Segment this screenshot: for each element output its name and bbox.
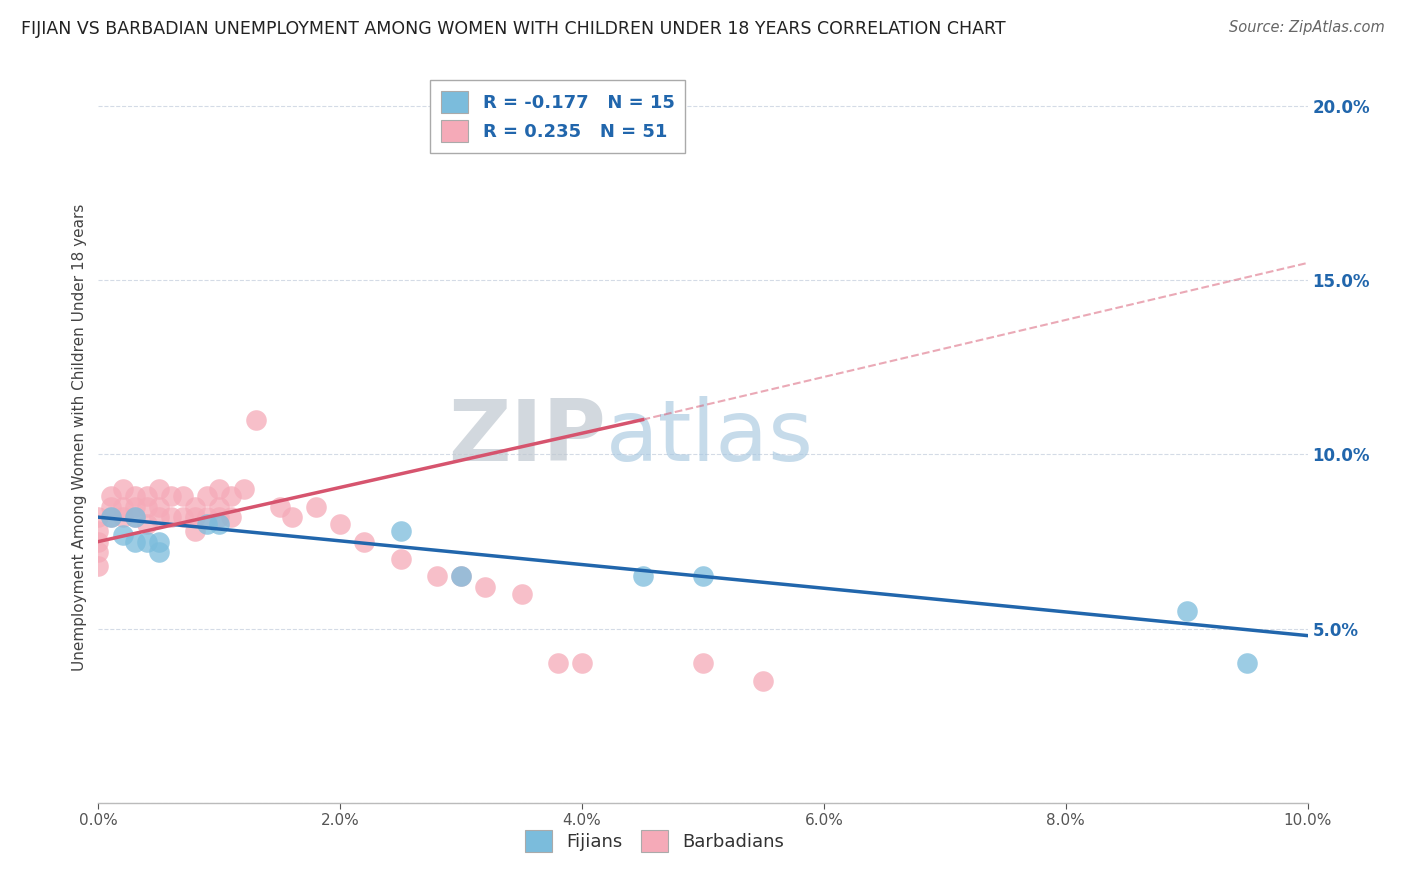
Point	[547, 657, 569, 671]
Y-axis label: Unemployment Among Women with Children Under 18 years: Unemployment Among Women with Children U…	[72, 203, 87, 671]
Point	[221, 510, 243, 524]
Point	[571, 657, 593, 671]
Point	[281, 510, 304, 524]
Point	[245, 412, 267, 426]
Point	[148, 545, 170, 559]
Point	[148, 534, 170, 549]
Point	[135, 517, 157, 532]
Point	[389, 552, 412, 566]
Point	[124, 489, 146, 503]
Point	[111, 527, 134, 541]
Point	[269, 500, 291, 514]
Point	[111, 483, 134, 497]
Point	[426, 569, 449, 583]
Point	[124, 500, 146, 514]
Point	[87, 558, 110, 573]
Point	[184, 524, 207, 538]
Point	[160, 489, 183, 503]
Text: atlas: atlas	[606, 395, 814, 479]
Point	[172, 489, 194, 503]
Point	[1236, 657, 1258, 671]
Point	[208, 483, 231, 497]
Point	[135, 500, 157, 514]
Point	[208, 510, 231, 524]
Point	[100, 510, 122, 524]
Point	[195, 489, 218, 503]
Point	[1175, 604, 1198, 618]
Point	[752, 673, 775, 688]
Point	[124, 510, 146, 524]
Point	[208, 517, 231, 532]
Point	[474, 580, 496, 594]
Legend: Fijians, Barbadians: Fijians, Barbadians	[517, 823, 792, 860]
Text: ZIP: ZIP	[449, 395, 606, 479]
Point	[195, 517, 218, 532]
Point	[124, 510, 146, 524]
Point	[87, 534, 110, 549]
Point	[631, 569, 654, 583]
Point	[353, 534, 375, 549]
Point	[100, 510, 122, 524]
Point	[221, 489, 243, 503]
Point	[450, 569, 472, 583]
Point	[389, 524, 412, 538]
Point	[148, 500, 170, 514]
Point	[100, 489, 122, 503]
Point	[208, 500, 231, 514]
Point	[87, 524, 110, 538]
Point	[135, 534, 157, 549]
Point	[329, 517, 352, 532]
Point	[111, 510, 134, 524]
Text: Source: ZipAtlas.com: Source: ZipAtlas.com	[1229, 20, 1385, 35]
Point	[172, 510, 194, 524]
Point	[148, 483, 170, 497]
Point	[160, 510, 183, 524]
Point	[232, 483, 254, 497]
Point	[87, 545, 110, 559]
Point	[87, 510, 110, 524]
Point	[692, 657, 714, 671]
Point	[124, 534, 146, 549]
Point	[692, 569, 714, 583]
Point	[111, 500, 134, 514]
Point	[184, 500, 207, 514]
Point	[135, 489, 157, 503]
Point	[184, 510, 207, 524]
Point	[195, 510, 218, 524]
Point	[305, 500, 328, 514]
Point	[510, 587, 533, 601]
Point	[148, 510, 170, 524]
Point	[547, 117, 569, 131]
Point	[450, 569, 472, 583]
Point	[100, 500, 122, 514]
Text: FIJIAN VS BARBADIAN UNEMPLOYMENT AMONG WOMEN WITH CHILDREN UNDER 18 YEARS CORREL: FIJIAN VS BARBADIAN UNEMPLOYMENT AMONG W…	[21, 20, 1005, 37]
